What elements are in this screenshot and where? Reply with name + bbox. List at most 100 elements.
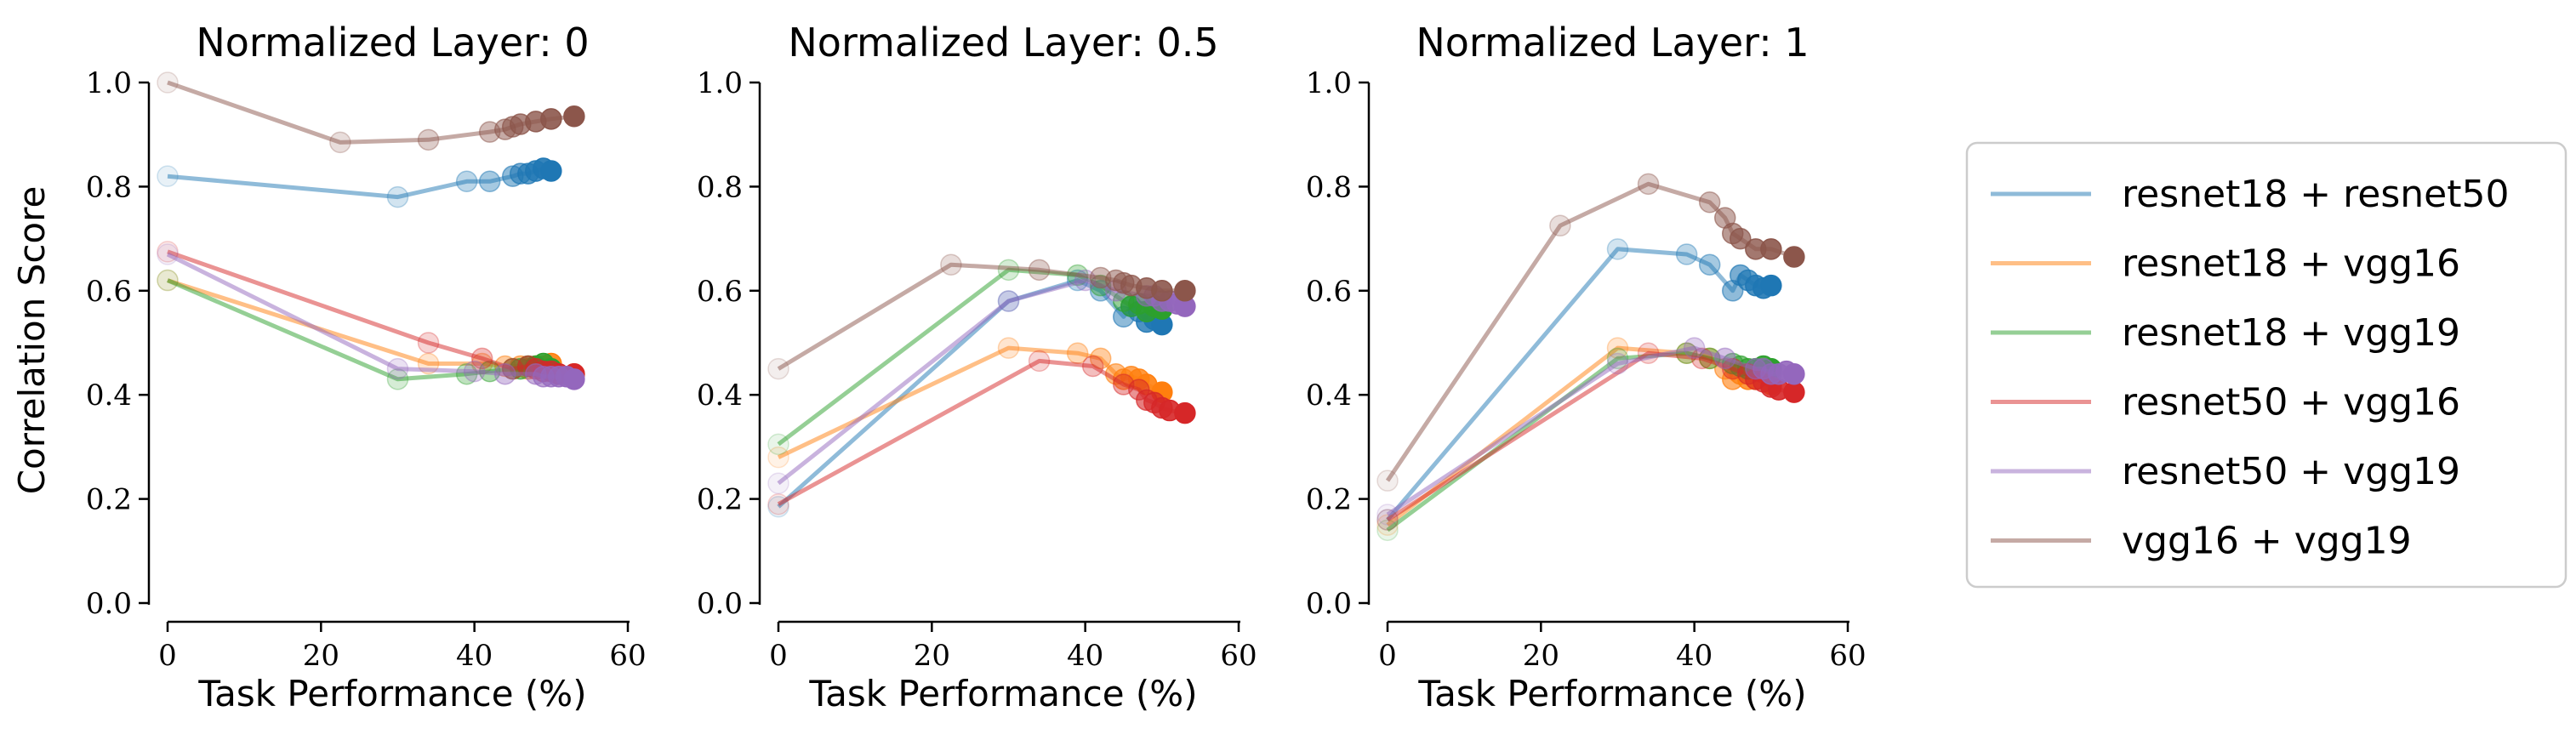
x-tick-label: 0 xyxy=(769,639,788,673)
series xyxy=(767,269,1173,518)
legend-entry: vgg16 + vgg19 xyxy=(1991,520,2412,563)
x-axis-label: Task Performance (%) xyxy=(808,673,1197,714)
legend-entry: resnet18 + vgg16 xyxy=(1991,242,2460,286)
data-point xyxy=(1028,350,1051,373)
chart-title: Normalized Layer: 0 xyxy=(196,20,589,65)
series xyxy=(1376,337,1805,526)
data-point xyxy=(767,492,789,515)
data-point xyxy=(1730,227,1752,250)
y-tick-label: 0.8 xyxy=(697,170,743,204)
series xyxy=(157,157,562,208)
y-tick-label: 1.0 xyxy=(1306,66,1352,100)
y-tick-label: 0.4 xyxy=(1306,379,1352,413)
data-point xyxy=(157,269,179,292)
chart-title: Normalized Layer: 1 xyxy=(1416,20,1809,65)
legend-entry: resnet50 + vgg16 xyxy=(1991,381,2460,424)
chart-panel: Normalized Layer: 0 0.0 0.2 0.4 0.6 0.8 1.0 0 20… xyxy=(86,20,647,714)
legend-label: vgg16 + vgg19 xyxy=(2122,520,2412,563)
legend-label: resnet18 + resnet50 xyxy=(2122,173,2509,216)
x-tick-label: 60 xyxy=(609,639,646,673)
x-tick-label: 20 xyxy=(303,639,339,673)
data-point xyxy=(1376,519,1399,542)
series xyxy=(767,350,1196,515)
x-tick-label: 20 xyxy=(914,639,950,673)
data-point xyxy=(1549,214,1571,237)
series xyxy=(157,71,585,154)
x-tick-label: 0 xyxy=(158,639,177,673)
data-point xyxy=(767,433,789,456)
y-tick-label: 1.0 xyxy=(697,66,743,100)
series xyxy=(767,337,1173,469)
legend-entry: resnet18 + vgg19 xyxy=(1991,311,2460,355)
chart-panel: Normalized Layer: 0.5 0.0 0.2 0.4 0.6 0.8 1.0 0… xyxy=(697,20,1257,714)
y-tick-label: 0.8 xyxy=(1306,170,1352,204)
x-tick-label: 20 xyxy=(1523,639,1559,673)
x-axis-label: Task Performance (%) xyxy=(1417,673,1806,714)
data-point xyxy=(417,128,440,151)
y-tick-label: 0.0 xyxy=(1306,587,1352,621)
data-point xyxy=(997,290,1020,312)
y-tick-label: 0.2 xyxy=(86,483,132,517)
y-tick-label: 1.0 xyxy=(86,66,132,100)
data-point xyxy=(493,362,516,385)
series xyxy=(1376,238,1782,531)
data-point xyxy=(540,108,562,130)
series xyxy=(157,241,585,385)
y-tick-label: 0.4 xyxy=(697,379,743,413)
x-tick-label: 40 xyxy=(1067,639,1103,673)
data-point xyxy=(329,131,351,154)
data-point xyxy=(1783,362,1805,385)
data-point xyxy=(386,185,409,208)
data-point xyxy=(767,357,789,380)
data-point xyxy=(1783,381,1805,403)
data-point xyxy=(1376,470,1399,492)
data-point xyxy=(540,160,562,182)
x-tick-label: 0 xyxy=(1378,639,1397,673)
x-axis-label: Task Performance (%) xyxy=(197,673,586,714)
y-tick-label: 0.6 xyxy=(697,275,743,309)
y-tick-label: 0.6 xyxy=(1306,275,1352,309)
y-tick-label: 0.2 xyxy=(697,483,743,517)
data-point xyxy=(767,472,789,494)
data-point xyxy=(478,170,501,193)
x-tick-label: 60 xyxy=(1220,639,1257,673)
legend-label: resnet18 + vgg19 xyxy=(2122,311,2460,355)
data-point xyxy=(1783,246,1805,268)
data-point xyxy=(1376,509,1399,531)
legend-label: resnet18 + vgg16 xyxy=(2122,242,2460,286)
data-point xyxy=(455,170,478,193)
data-point xyxy=(417,332,440,354)
data-point xyxy=(1606,238,1629,260)
data-point xyxy=(1760,238,1782,260)
y-tick-label: 0.0 xyxy=(86,587,132,621)
legend-frame xyxy=(1965,141,2567,589)
data-point xyxy=(157,165,179,187)
y-axis-label: Correlation Score xyxy=(11,186,53,495)
data-point xyxy=(1760,274,1782,297)
y-tick-label: 0.8 xyxy=(86,170,132,204)
data-point xyxy=(997,337,1020,359)
data-point xyxy=(470,347,493,370)
series xyxy=(1376,173,1805,492)
data-point xyxy=(767,446,789,469)
legend-entry: resnet50 + vgg19 xyxy=(1991,450,2460,493)
x-tick-label: 40 xyxy=(1676,639,1713,673)
data-point xyxy=(1376,504,1399,526)
data-point xyxy=(1174,280,1196,302)
data-point xyxy=(563,368,585,390)
data-point xyxy=(1174,401,1196,424)
legend-label: resnet50 + vgg19 xyxy=(2122,450,2460,493)
chart-title: Normalized Layer: 0.5 xyxy=(788,20,1218,65)
y-tick-label: 0.6 xyxy=(86,275,132,309)
data-point xyxy=(463,360,486,383)
y-tick-label: 0.0 xyxy=(697,587,743,621)
data-point xyxy=(1675,243,1698,265)
data-point xyxy=(157,269,179,292)
series-line xyxy=(1386,345,1772,527)
data-point xyxy=(157,71,179,94)
data-point xyxy=(1698,191,1721,213)
y-tick-label: 0.2 xyxy=(1306,483,1352,517)
x-tick-label: 60 xyxy=(1829,639,1866,673)
data-point xyxy=(1606,352,1629,375)
